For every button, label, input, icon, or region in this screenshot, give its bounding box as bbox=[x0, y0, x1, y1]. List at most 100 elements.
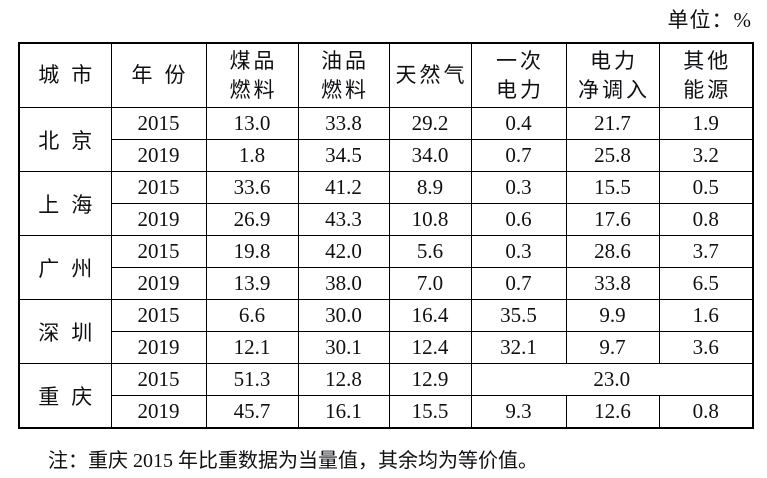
value-cell: 15.5 bbox=[565, 171, 660, 204]
value-cell: 25.8 bbox=[565, 139, 660, 172]
table-row: 北京 2015 13.0 33.8 29.2 0.4 21.7 1.9 bbox=[18, 107, 754, 172]
value-cell: 12.6 bbox=[565, 395, 660, 429]
table-row: 上海 2015 33.6 41.2 8.9 0.3 15.5 0.5 bbox=[18, 171, 754, 236]
col-header-text: 燃料 bbox=[229, 77, 278, 102]
value-cell: 12.9 bbox=[388, 363, 472, 396]
year-cell: 2019 bbox=[110, 267, 207, 300]
year-cell: 2019 bbox=[110, 203, 207, 236]
col-header-text: 能源 bbox=[683, 77, 732, 102]
table-row: 2019 1.8 34.5 34.0 0.7 25.8 3.2 bbox=[19, 139, 754, 172]
col-header-coal-fuel: 煤品 燃料 bbox=[205, 42, 299, 108]
table-footnote: 注：重庆 2015 年比重数据为当量值，其余均为等价值。 bbox=[48, 450, 538, 472]
col-header-text: 城市 bbox=[38, 63, 105, 87]
value-cell: 13.9 bbox=[205, 267, 299, 300]
table-row: 广州 2015 19.8 42.0 5.6 0.3 28.6 3.7 bbox=[18, 235, 754, 300]
table-header: 城市 年份 煤品 燃料 油品 燃料 天然气 一次 电力 电力 净调入 其他 能源 bbox=[18, 42, 754, 108]
city-name: 重庆 bbox=[38, 384, 105, 409]
col-header-text: 电力 bbox=[590, 48, 638, 73]
value-cell: 1.8 bbox=[205, 139, 299, 172]
year-cell: 2015 bbox=[110, 299, 207, 332]
value-cell: 0.4 bbox=[470, 107, 567, 140]
value-cell: 26.9 bbox=[205, 203, 299, 236]
value-cell: 51.3 bbox=[205, 363, 299, 396]
year-cell: 2019 bbox=[110, 331, 207, 364]
value-cell: 34.5 bbox=[297, 139, 390, 172]
value-cell: 30.1 bbox=[297, 331, 390, 364]
col-header-text: 年份 bbox=[131, 63, 198, 87]
value-cell: 1.6 bbox=[658, 299, 754, 332]
value-cell: 16.1 bbox=[297, 395, 390, 429]
value-cell: 5.6 bbox=[388, 235, 472, 268]
col-header-net-electricity-inflow: 电力 净调入 bbox=[565, 42, 660, 108]
table-row: 2019 12.1 30.1 12.4 32.1 9.7 3.6 bbox=[19, 331, 754, 364]
col-header-text: 电力 bbox=[496, 77, 544, 102]
year-cell: 2015 bbox=[110, 235, 207, 268]
col-header-text: 煤品 bbox=[229, 48, 278, 73]
city-cell: 上海 bbox=[18, 171, 112, 236]
value-cell: 0.3 bbox=[470, 235, 567, 268]
col-header-text: 天然气 bbox=[395, 63, 468, 87]
value-cell: 33.6 bbox=[205, 171, 299, 204]
city-name: 上海 bbox=[38, 192, 105, 217]
value-cell: 0.8 bbox=[658, 203, 754, 236]
col-header-natural-gas: 天然气 bbox=[388, 42, 472, 108]
col-header-oil-fuel: 油品 燃料 bbox=[297, 42, 390, 108]
value-cell: 17.6 bbox=[565, 203, 660, 236]
col-header-text: 一次 bbox=[496, 48, 544, 73]
year-cell: 2015 bbox=[110, 107, 207, 140]
col-header-text: 其他 bbox=[683, 48, 732, 73]
year-cell: 2019 bbox=[110, 395, 207, 429]
value-cell: 6.6 bbox=[205, 299, 299, 332]
city-cell: 广州 bbox=[18, 235, 112, 300]
value-cell: 8.9 bbox=[388, 171, 472, 204]
col-header-other-energy: 其他 能源 bbox=[658, 42, 754, 108]
value-cell: 9.9 bbox=[565, 299, 660, 332]
value-cell: 15.5 bbox=[388, 395, 472, 429]
city-name: 深圳 bbox=[38, 320, 105, 345]
col-header-primary-electricity: 一次 电力 bbox=[470, 42, 567, 108]
value-cell: 13.0 bbox=[205, 107, 299, 140]
value-cell: 42.0 bbox=[297, 235, 390, 268]
value-cell: 19.8 bbox=[205, 235, 299, 268]
table-body: 北京 2015 13.0 33.8 29.2 0.4 21.7 1.9 2019 1.8 34.5 3… bbox=[18, 107, 754, 429]
value-cell: 3.7 bbox=[658, 235, 754, 268]
value-cell: 0.8 bbox=[658, 395, 754, 429]
value-cell: 10.8 bbox=[388, 203, 472, 236]
value-cell: 45.7 bbox=[205, 395, 299, 429]
value-cell: 30.0 bbox=[297, 299, 390, 332]
value-cell: 0.5 bbox=[658, 171, 754, 204]
col-header-city: 城市 bbox=[18, 42, 112, 108]
value-cell: 0.3 bbox=[470, 171, 567, 204]
value-cell: 43.3 bbox=[297, 203, 390, 236]
value-cell: 7.0 bbox=[388, 267, 472, 300]
value-cell: 3.2 bbox=[658, 139, 754, 172]
value-cell: 16.4 bbox=[388, 299, 472, 332]
year-cell: 2019 bbox=[110, 139, 207, 172]
value-cell: 21.7 bbox=[565, 107, 660, 140]
table-row: 2019 26.9 43.3 10.8 0.6 17.6 0.8 bbox=[19, 203, 754, 236]
table-row: 深圳 2015 6.6 30.0 16.4 35.5 9.9 1.6 bbox=[18, 299, 754, 364]
value-cell: 3.6 bbox=[658, 331, 754, 364]
value-cell: 0.6 bbox=[470, 203, 567, 236]
table-row: 重庆 2015 51.3 12.8 12.9 23.0 bbox=[18, 363, 754, 429]
col-header-text: 油品 bbox=[321, 48, 369, 73]
energy-share-table: 城市 年份 煤品 燃料 油品 燃料 天然气 一次 电力 电力 净调入 其他 能源 北京 2015 13.0 3… bbox=[18, 42, 754, 429]
value-cell: 33.8 bbox=[565, 267, 660, 300]
col-header-text: 燃料 bbox=[321, 77, 369, 102]
col-header-text: 净调入 bbox=[578, 77, 650, 102]
year-cell: 2015 bbox=[110, 363, 207, 396]
value-cell: 0.7 bbox=[470, 139, 567, 172]
value-cell: 12.4 bbox=[388, 331, 472, 364]
value-cell: 29.2 bbox=[388, 107, 472, 140]
value-cell: 28.6 bbox=[565, 235, 660, 268]
city-cell: 重庆 bbox=[18, 363, 112, 429]
city-cell: 深圳 bbox=[18, 299, 112, 364]
year-cell: 2015 bbox=[110, 171, 207, 204]
value-cell: 34.0 bbox=[388, 139, 472, 172]
table-row: 2019 13.9 38.0 7.0 0.7 33.8 6.5 bbox=[19, 267, 754, 300]
value-cell: 1.9 bbox=[658, 107, 754, 140]
col-header-year: 年份 bbox=[110, 42, 207, 108]
value-cell: 12.1 bbox=[205, 331, 299, 364]
value-cell: 9.7 bbox=[565, 331, 660, 364]
